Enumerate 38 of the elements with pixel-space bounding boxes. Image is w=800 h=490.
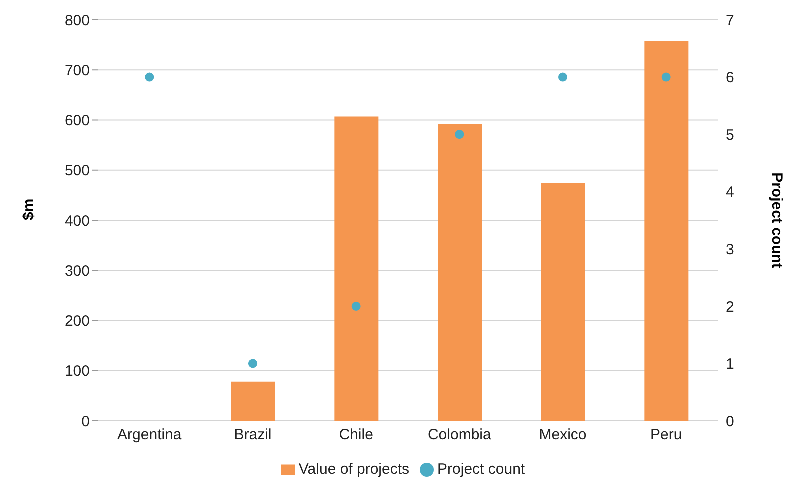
bar	[334, 116, 379, 421]
x-tick-label: Peru	[650, 426, 682, 444]
y2-tick-label: 7	[726, 12, 734, 30]
legend-label: Project count	[438, 461, 526, 478]
bar	[541, 183, 586, 421]
point	[145, 72, 154, 82]
y-tick-label: 200	[64, 313, 90, 330]
y2-tick-label: 2	[726, 298, 734, 316]
x-tick-label: Brazil	[234, 426, 272, 444]
bar	[644, 41, 689, 421]
y-tick-label: 500	[64, 162, 90, 180]
y2-tick-label: 0	[726, 413, 734, 430]
x-tick-label: Argentina	[118, 426, 182, 444]
point	[455, 130, 464, 140]
y-tick-label: 700	[64, 62, 90, 80]
y-tick-label: 0	[82, 413, 90, 430]
y2-tick-label: 5	[726, 126, 734, 144]
y-tick-label: 300	[64, 262, 90, 280]
y2-tick-label: 3	[726, 241, 734, 258]
legend-label: Value of projects	[298, 461, 410, 478]
y-tick-label: 400	[64, 212, 90, 230]
x-tick-label: Mexico	[539, 426, 587, 444]
bar	[231, 382, 276, 421]
y-tick-label: 800	[64, 12, 90, 30]
point	[558, 72, 568, 82]
y-tick-label: 600	[64, 112, 90, 130]
y2-tick-label: 4	[726, 184, 734, 202]
y2-tick-label: 1	[726, 356, 734, 374]
point	[352, 302, 361, 311]
point	[248, 359, 258, 368]
x-tick-label: Colombia	[428, 426, 492, 444]
x-tick-label: Chile	[339, 426, 374, 444]
y2-tick-label: 6	[726, 70, 734, 87]
bar	[438, 124, 482, 421]
y2-axis-title: Project count	[768, 172, 786, 268]
y-tick-label: 100	[64, 363, 90, 380]
y-axis-title: $m	[20, 198, 38, 220]
point	[662, 72, 671, 82]
